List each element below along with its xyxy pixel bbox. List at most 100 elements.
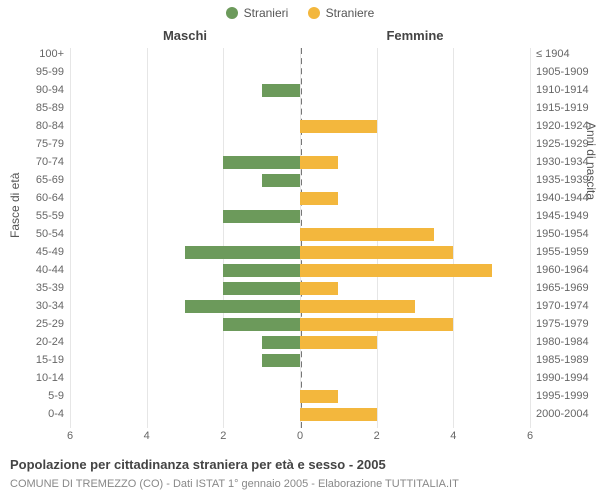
bar-male (223, 318, 300, 331)
pyramid-row (70, 66, 530, 79)
bar-female (300, 228, 434, 241)
column-title-female: Femmine (300, 28, 530, 43)
birth-year-label: 1955-1959 (530, 247, 600, 258)
population-pyramid-chart: Stranieri Straniere Maschi Femmine Fasce… (0, 0, 600, 500)
legend: Stranieri Straniere (0, 6, 600, 22)
bar-male (223, 282, 300, 295)
pyramid-row (70, 84, 530, 97)
birth-year-label: 1915-1919 (530, 103, 600, 114)
age-label: 10-14 (15, 373, 70, 384)
bar-male (185, 300, 300, 313)
birth-year-label: 1975-1979 (530, 319, 600, 330)
chart-subtitle: COMUNE DI TREMEZZO (CO) - Dati ISTAT 1° … (10, 478, 459, 490)
pyramid-row (70, 390, 530, 403)
age-label: 40-44 (15, 265, 70, 276)
x-tick-label: 0 (297, 430, 303, 442)
bar-male (262, 174, 300, 187)
age-label: 15-19 (15, 355, 70, 366)
legend-label-female: Straniere (326, 6, 375, 20)
pyramid-row (70, 156, 530, 169)
bar-male (262, 354, 300, 367)
birth-year-label: ≤ 1904 (530, 49, 600, 60)
pyramid-row (70, 354, 530, 367)
pyramid-row (70, 372, 530, 385)
x-tick-label: 6 (527, 430, 533, 442)
age-label: 85-89 (15, 103, 70, 114)
birth-year-label: 1910-1914 (530, 85, 600, 96)
age-label: 55-59 (15, 211, 70, 222)
pyramid-row (70, 318, 530, 331)
bar-male (185, 246, 300, 259)
birth-year-label: 1965-1969 (530, 283, 600, 294)
pyramid-row (70, 48, 530, 61)
bar-female (300, 318, 453, 331)
birth-year-label: 1960-1964 (530, 265, 600, 276)
age-label: 70-74 (15, 157, 70, 168)
age-label: 65-69 (15, 175, 70, 186)
plot-area: 6420246100+≤ 190495-991905-190990-941910… (70, 48, 530, 428)
birth-year-label: 1995-1999 (530, 391, 600, 402)
bar-female (300, 390, 338, 403)
legend-label-male: Stranieri (244, 6, 289, 20)
birth-year-label: 1970-1974 (530, 301, 600, 312)
birth-year-label: 1930-1934 (530, 157, 600, 168)
pyramid-row (70, 120, 530, 133)
age-label: 5-9 (15, 391, 70, 402)
age-label: 100+ (15, 49, 70, 60)
birth-year-label: 1990-1994 (530, 373, 600, 384)
birth-year-label: 2000-2004 (530, 409, 600, 420)
x-tick-label: 6 (67, 430, 73, 442)
chart-title: Popolazione per cittadinanza straniera p… (10, 457, 386, 472)
pyramid-row (70, 138, 530, 151)
pyramid-row (70, 264, 530, 277)
bar-female (300, 192, 338, 205)
pyramid-row (70, 246, 530, 259)
birth-year-label: 1940-1944 (530, 193, 600, 204)
x-tick-label: 4 (144, 430, 150, 442)
bar-male (223, 156, 300, 169)
bar-male (223, 264, 300, 277)
pyramid-row (70, 174, 530, 187)
pyramid-row (70, 336, 530, 349)
birth-year-label: 1935-1939 (530, 175, 600, 186)
legend-dot-female (308, 7, 320, 19)
pyramid-row (70, 102, 530, 115)
bar-female (300, 336, 377, 349)
age-label: 25-29 (15, 319, 70, 330)
bar-female (300, 408, 377, 421)
x-tick-label: 4 (450, 430, 456, 442)
bar-female (300, 282, 338, 295)
birth-year-label: 1950-1954 (530, 229, 600, 240)
age-label: 90-94 (15, 85, 70, 96)
x-tick-label: 2 (220, 430, 226, 442)
age-label: 0-4 (15, 409, 70, 420)
bar-male (262, 84, 300, 97)
legend-item-male: Stranieri (226, 6, 289, 20)
birth-year-label: 1985-1989 (530, 355, 600, 366)
x-tick-label: 2 (374, 430, 380, 442)
legend-item-female: Straniere (308, 6, 375, 20)
birth-year-label: 1980-1984 (530, 337, 600, 348)
bar-female (300, 156, 338, 169)
age-label: 45-49 (15, 247, 70, 258)
legend-dot-male (226, 7, 238, 19)
age-label: 75-79 (15, 139, 70, 150)
age-label: 95-99 (15, 67, 70, 78)
pyramid-row (70, 408, 530, 421)
age-label: 50-54 (15, 229, 70, 240)
age-label: 35-39 (15, 283, 70, 294)
pyramid-row (70, 210, 530, 223)
age-label: 30-34 (15, 301, 70, 312)
pyramid-row (70, 300, 530, 313)
birth-year-label: 1905-1909 (530, 67, 600, 78)
birth-year-label: 1945-1949 (530, 211, 600, 222)
column-title-male: Maschi (70, 28, 300, 43)
pyramid-row (70, 192, 530, 205)
bar-male (262, 336, 300, 349)
birth-year-label: 1920-1924 (530, 121, 600, 132)
bar-female (300, 120, 377, 133)
bar-male (223, 210, 300, 223)
bar-female (300, 264, 492, 277)
bar-female (300, 300, 415, 313)
pyramid-row (70, 228, 530, 241)
